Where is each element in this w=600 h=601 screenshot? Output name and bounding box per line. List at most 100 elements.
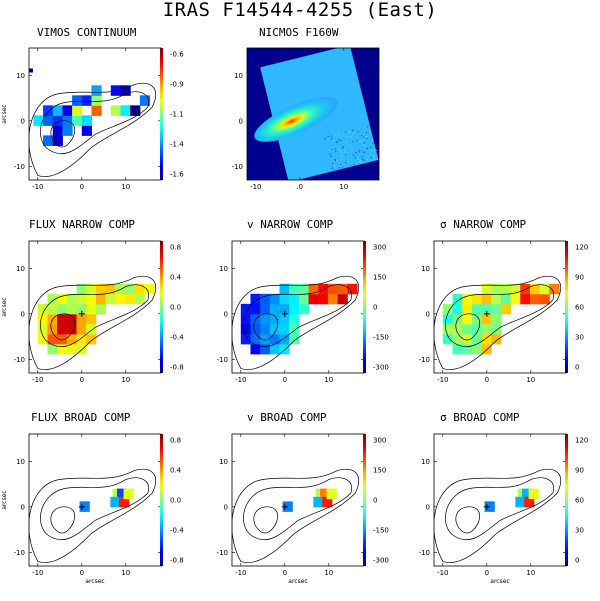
x-tick-label: -10 bbox=[32, 569, 43, 577]
panel-plot: -10 0 10 10 0 -10 arcsec 120 90 60 30 0 bbox=[419, 433, 588, 585]
colorbar bbox=[565, 434, 568, 566]
x-tick-label: -10 bbox=[250, 183, 261, 191]
panel-plot: -10 0 10 10 0 -10 arcsec arcsec 0.8 0.4 0.0 -0.4 -0.… bbox=[1, 433, 184, 585]
panel-plot: -10 0 10 10 0 -10 arcsec -0.6 -0.9 -1.1 -1.4 -1.6 bbox=[1, 47, 184, 191]
x-tick-label: -10 bbox=[235, 569, 246, 577]
y-axis-label: arcsec bbox=[1, 490, 8, 509]
map-image bbox=[434, 276, 561, 369]
x-tick-label: 10 bbox=[121, 376, 130, 384]
y-tick-label: 10 bbox=[16, 458, 25, 466]
colorbar bbox=[565, 241, 568, 373]
y-tick-label: 10 bbox=[234, 72, 243, 80]
colorbar-tick-label: 60 bbox=[575, 497, 584, 505]
x-axis-label: arcsec bbox=[288, 578, 307, 585]
colorbar-tick-label: 0.8 bbox=[170, 244, 181, 252]
y-tick-label: -10 bbox=[14, 549, 25, 557]
colorbar-tick-label: 90 bbox=[575, 274, 584, 282]
colorbar-tick-label: 0.0 bbox=[170, 497, 181, 505]
x-tick-label: -10 bbox=[437, 376, 448, 384]
colorbar-tick-label: -0.8 bbox=[170, 364, 184, 372]
y-tick-label: -10 bbox=[232, 163, 243, 171]
panel-title: v NARROW COMP bbox=[247, 218, 334, 231]
colorbar-tick-label: -150 bbox=[373, 527, 389, 535]
colorbar-tick-label: 300 bbox=[373, 244, 386, 252]
colorbar-tick-label: 120 bbox=[575, 437, 588, 445]
y-tick-label: 0 bbox=[426, 310, 430, 318]
panel-title: FLUX NARROW COMP bbox=[29, 218, 135, 231]
y-axis-label: arcsec bbox=[1, 104, 8, 123]
map-image bbox=[29, 68, 156, 176]
y-tick-label: -10 bbox=[217, 356, 228, 364]
panel-title: v BROAD COMP bbox=[247, 411, 327, 424]
y-tick-label: -10 bbox=[14, 163, 25, 171]
colorbar bbox=[363, 434, 366, 566]
x-tick-label: -10 bbox=[437, 569, 448, 577]
panel-title: VIMOS CONTINUUM bbox=[37, 26, 137, 39]
x-tick-label: .0 bbox=[296, 183, 303, 191]
x-tick-label: 0 bbox=[283, 376, 287, 384]
x-tick-label: 0 bbox=[80, 376, 84, 384]
colorbar bbox=[160, 434, 163, 566]
x-tick-label: -10 bbox=[32, 376, 43, 384]
y-tick-label: 0 bbox=[224, 310, 228, 318]
colorbar-tick-label: -150 bbox=[373, 334, 389, 342]
y-tick-label: 0 bbox=[21, 117, 25, 125]
x-tick-label: 10 bbox=[324, 376, 333, 384]
panel-title: σ NARROW COMP bbox=[440, 218, 527, 231]
y-tick-label: -10 bbox=[14, 356, 25, 364]
x-tick-label: 10 bbox=[121, 183, 130, 191]
y-tick-label: -10 bbox=[217, 549, 228, 557]
colorbar-tick-label: 150 bbox=[373, 467, 386, 475]
y-axis-label: arcsec bbox=[1, 297, 8, 316]
x-tick-label: 10 bbox=[324, 569, 333, 577]
panel-title: FLUX BROAD COMP bbox=[31, 411, 131, 424]
x-tick-label: 10 bbox=[121, 569, 130, 577]
map-image bbox=[232, 469, 359, 562]
colorbar-tick-label: 60 bbox=[575, 304, 584, 312]
panel-plot: -10 0 10 10 0 -10 120 90 60 30 0 bbox=[419, 240, 588, 384]
x-tick-label: -10 bbox=[32, 183, 43, 191]
y-tick-label: 0 bbox=[426, 503, 430, 511]
colorbar-tick-label: 0 bbox=[373, 497, 377, 505]
y-tick-label: 10 bbox=[219, 458, 228, 466]
y-tick-label: 0 bbox=[224, 503, 228, 511]
colorbar bbox=[363, 241, 366, 373]
y-tick-label: 10 bbox=[421, 458, 430, 466]
y-tick-label: 10 bbox=[16, 72, 25, 80]
y-tick-label: 10 bbox=[16, 265, 25, 273]
panel-plot: -10 0 10 10 0 -10 300 150 0 -150 -300 bbox=[217, 240, 389, 384]
y-tick-label: -10 bbox=[419, 549, 430, 557]
colorbar-tick-label: 150 bbox=[373, 274, 386, 282]
x-tick-label: 0 bbox=[283, 569, 287, 577]
colorbar-tick-label: -0.6 bbox=[170, 51, 184, 59]
y-tick-label: 0 bbox=[21, 310, 25, 318]
colorbar-tick-label: 0 bbox=[373, 304, 377, 312]
y-tick-label: -10 bbox=[419, 356, 430, 364]
map-image bbox=[247, 48, 379, 180]
map-image bbox=[29, 276, 156, 369]
colorbar-tick-label: -300 bbox=[373, 364, 389, 372]
colorbar-tick-label: -0.9 bbox=[170, 81, 184, 89]
y-tick-label: 10 bbox=[421, 265, 430, 273]
colorbar-tick-label: -1.1 bbox=[170, 111, 184, 119]
colorbar-tick-label: -0.4 bbox=[170, 527, 184, 535]
colorbar-tick-label: 120 bbox=[575, 244, 588, 252]
x-tick-label: 10 bbox=[339, 183, 348, 191]
panel-title: σ BROAD COMP bbox=[440, 411, 520, 424]
colorbar-tick-label: 90 bbox=[575, 467, 584, 475]
y-tick-label: 10 bbox=[219, 265, 228, 273]
x-tick-label: 10 bbox=[526, 376, 535, 384]
x-tick-label: 0 bbox=[485, 569, 489, 577]
colorbar bbox=[160, 48, 163, 180]
colorbar-tick-label: -1.4 bbox=[170, 141, 184, 149]
colorbar-tick-label: -0.4 bbox=[170, 334, 184, 342]
map-image bbox=[434, 469, 561, 562]
x-axis-label: arcsec bbox=[490, 578, 509, 585]
colorbar-tick-label: 0.0 bbox=[170, 304, 181, 312]
colorbar-tick-label: -1.6 bbox=[170, 171, 184, 179]
figure-title: IRAS F14544-4255 (East) bbox=[162, 0, 438, 21]
colorbar-tick-label: 0 bbox=[575, 364, 579, 372]
colorbar-tick-label: 0.4 bbox=[170, 274, 182, 282]
panel-title: NICMOS F160W bbox=[259, 26, 339, 39]
